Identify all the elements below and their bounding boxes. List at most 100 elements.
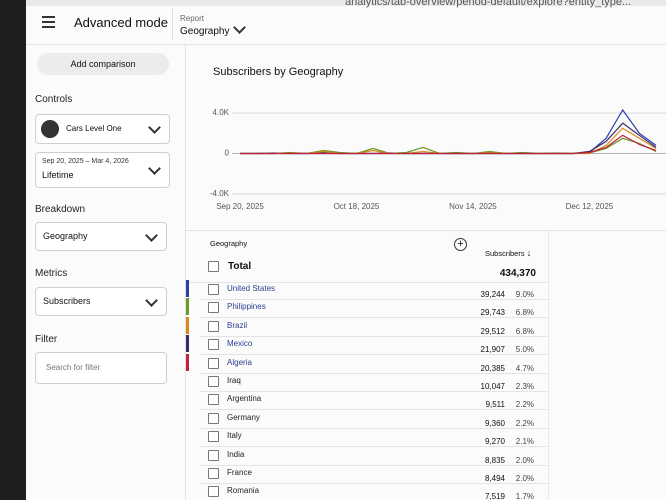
breakdown-select[interactable]: Geography <box>35 222 167 251</box>
country: Iraq <box>227 376 241 385</box>
filter-input[interactable]: Search for filter <box>35 352 167 384</box>
series-line <box>240 108 657 155</box>
column-border <box>548 231 549 500</box>
section-label: Metrics <box>35 268 68 279</box>
country: Philippines <box>227 302 266 312</box>
percent: 9.0% <box>515 290 534 299</box>
percent: 2.2% <box>515 400 534 410</box>
series-line <box>240 134 657 155</box>
checkbox[interactable] <box>208 412 219 424</box>
subscribers: 9,511 <box>485 400 505 410</box>
metrics-value: Subscribers <box>43 296 91 306</box>
url: analytics/tab-overview/period-default/ex… <box>345 0 632 8</box>
checkbox[interactable] <box>208 357 219 369</box>
checkbox[interactable] <box>208 394 219 406</box>
percent: 2.0% <box>515 455 534 465</box>
checkbox[interactable] <box>208 449 219 461</box>
percent: 2.1% <box>515 437 534 447</box>
checkbox[interactable] <box>208 302 219 314</box>
subscribers: 29,512 <box>480 326 505 336</box>
x-tick-label: Dec 12, 2025 <box>566 202 614 211</box>
divider <box>172 8 173 40</box>
report-value[interactable]: Geography <box>180 26 230 37</box>
row-border <box>200 372 548 374</box>
country: Germany <box>227 412 260 422</box>
row-border <box>200 409 548 411</box>
subscribers: 10,047 <box>480 382 505 391</box>
country: United States <box>227 284 276 293</box>
subscribers: 7,519 <box>484 492 505 500</box>
total-value: 434,370 <box>499 268 536 279</box>
row-border <box>200 335 548 337</box>
country: France <box>227 468 252 477</box>
subscribers: 20,385 <box>480 363 505 373</box>
subscribers: 9,360 <box>484 418 505 428</box>
date-select[interactable]: Sep 20, 2025 – Mar 4, 2026 Lifetime <box>35 152 170 188</box>
checkbox[interactable] <box>208 431 219 443</box>
add-comparison-button[interactable]: Add comparison <box>37 53 169 75</box>
section-label: Filter <box>35 334 58 345</box>
row-border <box>200 354 548 356</box>
row-color <box>186 335 189 353</box>
y-tick-label: 0 <box>225 149 230 158</box>
report-label: Report <box>180 14 205 23</box>
subscribers: 8,835 <box>484 455 505 465</box>
channel-select[interactable]: Cars Level One <box>35 114 170 144</box>
checkbox[interactable] <box>208 468 219 479</box>
date-range: Sep 20, 2025 – Mar 4, 2026 <box>42 158 129 165</box>
subscribers: 21,907 <box>480 345 505 355</box>
row-color <box>186 280 189 297</box>
y-tick-label: 4.0K <box>213 108 230 117</box>
chevron <box>145 229 158 242</box>
country: Italy <box>227 431 242 441</box>
percent: 5.0% <box>515 345 534 355</box>
row-border <box>200 299 548 300</box>
percent: 6.8% <box>515 308 534 318</box>
checkbox[interactable] <box>208 320 219 332</box>
percent: 2.3% <box>515 382 534 391</box>
table-border <box>186 230 666 231</box>
total-label: Total <box>228 261 252 272</box>
menu-icon[interactable] <box>42 16 55 28</box>
row-color <box>186 316 189 334</box>
column-header-text: Subscribers <box>485 249 525 258</box>
x-tick-label: Oct 18, 2025 <box>334 202 380 211</box>
subscribers: 29,743 <box>480 308 505 318</box>
y-tick-label: -4.0K <box>210 189 230 198</box>
x-tick-label: Sep 20, 2025 <box>216 202 264 211</box>
page-title: Advanced mode <box>74 15 168 30</box>
checkbox[interactable] <box>208 376 219 387</box>
subscribers: 39,244 <box>480 290 505 299</box>
series-line <box>240 122 657 155</box>
checkbox[interactable] <box>208 284 219 295</box>
add-column-icon[interactable]: + <box>454 238 467 251</box>
chart: 4.0K 0 -4.0K Sep 20, 2025 Oct 18, 2025 Nov 14… <box>210 108 666 211</box>
placeholder: Search for filter <box>46 363 101 372</box>
country: Brazil <box>227 320 248 330</box>
checkbox[interactable] <box>208 486 219 498</box>
column-header[interactable]: Subscribers ↓ <box>485 248 532 258</box>
avatar <box>41 120 59 138</box>
row-border <box>200 427 548 429</box>
row-color <box>186 353 189 371</box>
row-border <box>200 446 548 448</box>
header-border <box>26 44 666 45</box>
subscribers: 8,494 <box>484 474 505 483</box>
percent: 6.8% <box>515 326 534 336</box>
country: India <box>227 449 245 459</box>
metrics-select[interactable]: Subscribers <box>35 287 167 316</box>
percent: 1.7% <box>515 492 534 500</box>
country: Mexico <box>227 339 253 349</box>
country: Algeria <box>227 357 252 367</box>
address-bar <box>26 0 666 6</box>
row-border <box>200 464 548 466</box>
section-label: Controls <box>35 94 73 105</box>
checkbox[interactable] <box>208 339 219 351</box>
breakdown-value: Geography <box>43 231 88 241</box>
checkbox[interactable] <box>208 261 219 272</box>
percent: 2.2% <box>515 418 534 428</box>
country: Argentina <box>227 394 262 404</box>
x-tick-label: Nov 14, 2025 <box>449 202 497 211</box>
percent: 4.7% <box>515 363 534 373</box>
